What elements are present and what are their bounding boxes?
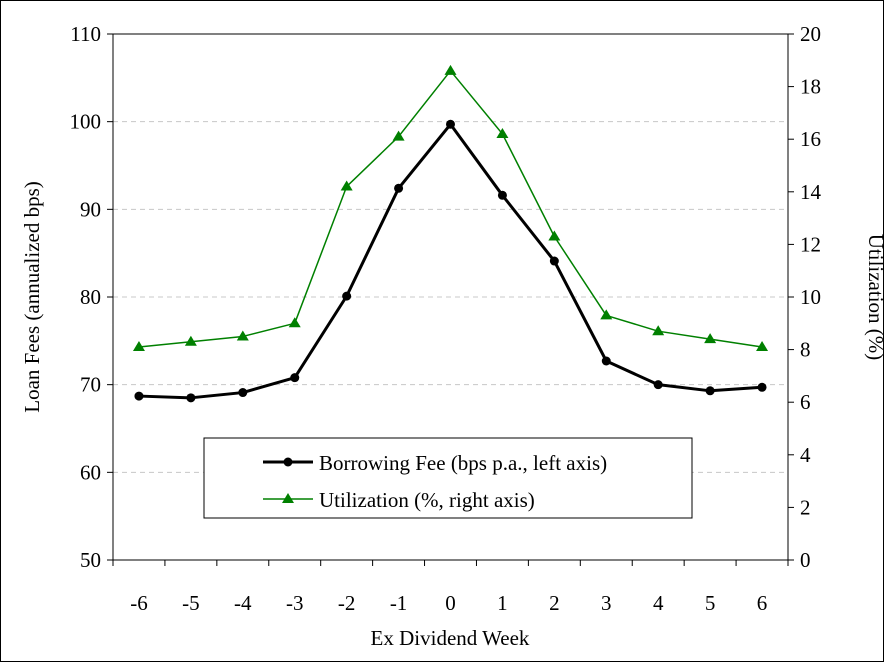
borrowing-fee-point [342, 291, 352, 301]
borrowing-fee-point [705, 386, 715, 396]
legend-triangle-marker [282, 493, 294, 503]
x-tick-label: 4 [653, 591, 664, 615]
x-tick-label: 0 [445, 591, 456, 615]
series-group [132, 64, 769, 403]
left-tick-label: 110 [70, 22, 101, 46]
left-tick-label: 50 [80, 548, 101, 572]
right-y-axis-title: Utilization (%) [864, 234, 883, 361]
x-tick-label: -5 [182, 591, 200, 615]
utilization-point [132, 340, 145, 351]
right-tick-label: 20 [800, 22, 821, 46]
utilization-point [496, 127, 509, 138]
x-tick-label: -2 [338, 591, 356, 615]
legend-label: Utilization (%, right axis) [319, 488, 535, 512]
left-y-axis: 50 60 70 80 90 100 110 [70, 22, 113, 572]
borrowing-fee-point [601, 356, 611, 366]
right-tick-label: 4 [800, 443, 811, 467]
legend-circle-marker [283, 457, 293, 467]
utilization-point [548, 230, 561, 241]
borrowing-fee-point [549, 256, 559, 266]
borrowing-fee-point [290, 373, 300, 383]
utilization-point [184, 335, 197, 346]
left-tick-label: 70 [80, 373, 101, 397]
utilization-point [704, 333, 717, 344]
borrowing-fee-point [653, 380, 663, 390]
left-tick-label: 60 [80, 460, 101, 484]
right-tick-label: 10 [800, 285, 821, 309]
x-tick-label: 5 [705, 591, 716, 615]
left-y-axis-title: Loan Fees (annualized bps) [20, 181, 44, 413]
utilization-point [444, 64, 457, 75]
legend-box [203, 437, 693, 519]
borrowing-fee-point [134, 391, 144, 401]
borrowing-fee-point [497, 190, 507, 200]
utilization-point [340, 180, 353, 191]
utilization-point [288, 317, 301, 328]
left-tick-label: 80 [80, 285, 101, 309]
x-tick-label: 6 [757, 591, 768, 615]
x-axis-title: Ex Dividend Week [371, 626, 530, 650]
left-tick-label: 100 [70, 110, 102, 134]
gridlines [113, 121, 788, 473]
borrowing-fee-point [446, 119, 455, 129]
borrowing-fee-point [394, 183, 404, 193]
x-tick-label: -4 [234, 591, 252, 615]
x-tick-label: 1 [497, 591, 508, 615]
legend: Borrowing Fee (bps p.a., left axis) Util… [203, 437, 693, 519]
x-axis: -6 -5 -4 -3 -2 -1 0 1 2 3 4 5 6 [112, 560, 789, 615]
borrowing-fee-point [186, 393, 196, 403]
right-tick-label: 0 [800, 548, 811, 572]
borrowing-fee-line [138, 122, 763, 400]
utilization-point [600, 309, 613, 320]
legend-entry-utilization: Utilization (%, right axis) [263, 488, 535, 512]
x-tick-label: -6 [130, 591, 148, 615]
utilization-point [392, 130, 405, 141]
right-tick-label: 14 [800, 180, 822, 204]
utilization-point [652, 325, 665, 336]
right-y-axis: 0 2 4 6 8 10 12 14 16 18 20 [788, 22, 822, 572]
x-tick-label: -1 [390, 591, 408, 615]
right-tick-label: 12 [800, 232, 821, 256]
borrowing-fee-point [238, 388, 248, 398]
right-tick-label: 18 [800, 75, 821, 99]
right-tick-label: 16 [800, 127, 821, 151]
x-tick-label: -3 [286, 591, 304, 615]
left-tick-label: 90 [80, 197, 101, 221]
x-tick-label: 3 [601, 591, 612, 615]
right-tick-label: 2 [800, 495, 811, 519]
legend-label: Borrowing Fee (bps p.a., left axis) [319, 451, 607, 475]
utilization-point [236, 330, 249, 341]
right-tick-label: 6 [800, 390, 811, 414]
legend-entry-borrowing-fee: Borrowing Fee (bps p.a., left axis) [263, 451, 607, 475]
utilization-point [756, 340, 769, 351]
right-tick-label: 8 [800, 338, 811, 362]
borrowing-fee-point [757, 382, 767, 392]
x-tick-label: 2 [549, 591, 560, 615]
